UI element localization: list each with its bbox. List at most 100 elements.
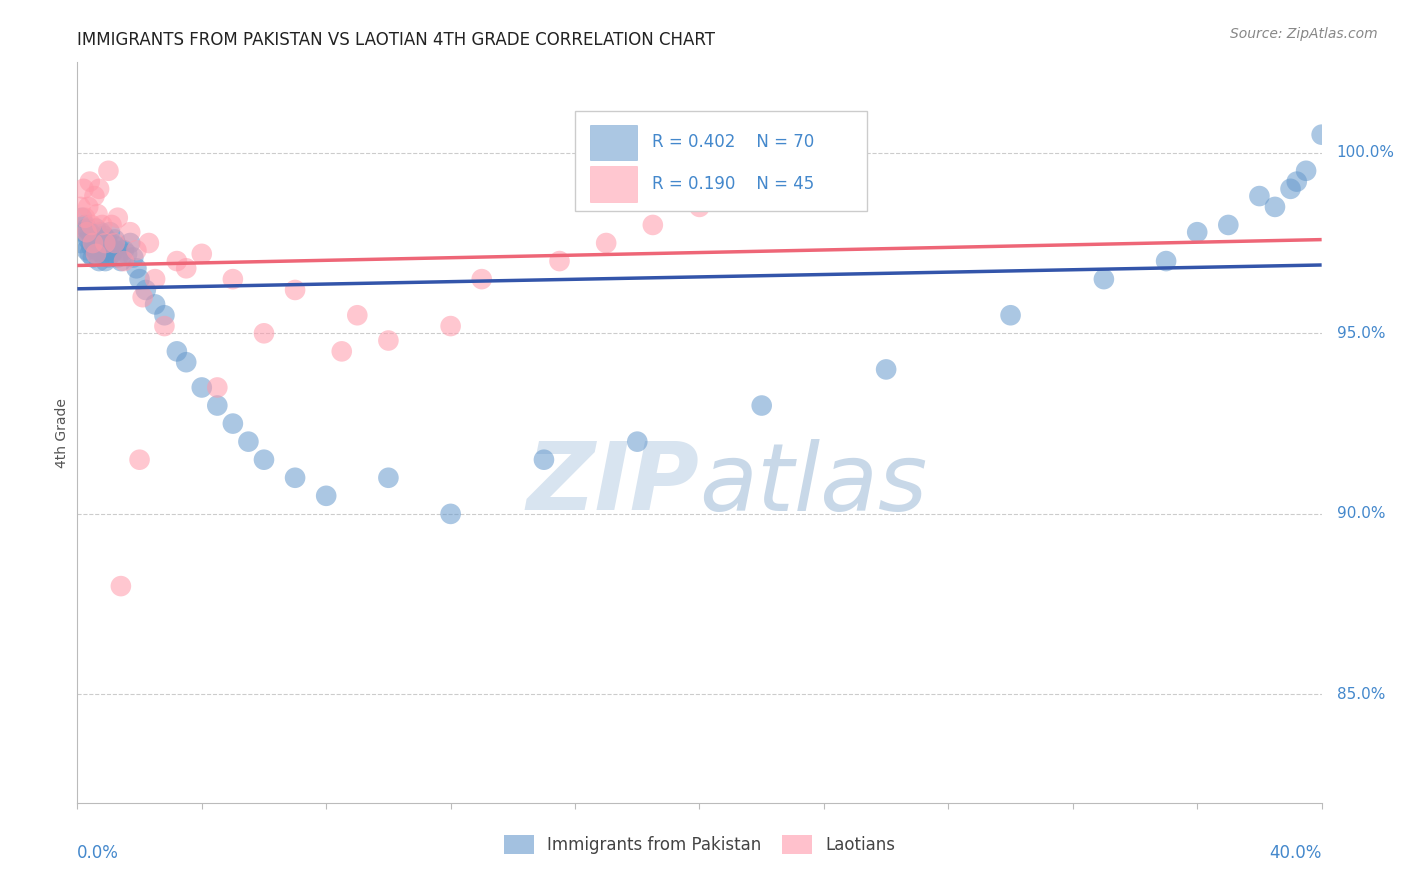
Point [100, 218, 122, 232]
Point [115, 247, 138, 261]
Point [125, 261, 148, 276]
Point [97, 239, 120, 253]
Point [207, 380, 229, 394]
Point [1249, 189, 1271, 203]
Point [80, 218, 103, 232]
Point [87, 254, 110, 268]
Point [346, 308, 368, 322]
Legend: Immigrants from Pakistan, Laotians: Immigrants from Pakistan, Laotians [498, 829, 901, 861]
Point [87, 239, 110, 253]
FancyBboxPatch shape [575, 111, 868, 211]
Point [1154, 254, 1177, 268]
Point [191, 247, 214, 261]
Point [82, 228, 104, 243]
Point [153, 319, 176, 334]
Point [110, 254, 132, 268]
Text: 85.0%: 85.0% [1337, 687, 1385, 702]
Point [82, 251, 104, 265]
Point [135, 283, 157, 297]
Point [110, 579, 132, 593]
Point [120, 225, 142, 239]
Point [93, 228, 115, 243]
Text: 100.0%: 100.0% [1337, 145, 1395, 161]
Point [79, 225, 101, 239]
Point [75, 218, 97, 232]
Point [222, 417, 245, 431]
Point [100, 235, 122, 250]
Point [96, 232, 118, 246]
Point [284, 283, 307, 297]
Point [86, 207, 108, 221]
Point [143, 297, 166, 311]
Point [191, 380, 214, 394]
Point [1185, 225, 1208, 239]
Point [128, 452, 150, 467]
Point [844, 163, 866, 178]
Point [76, 221, 98, 235]
Point [87, 182, 110, 196]
Point [104, 232, 127, 246]
Point [533, 452, 555, 467]
Point [377, 334, 399, 348]
Point [439, 319, 461, 334]
Point [875, 362, 897, 376]
Point [91, 218, 114, 232]
Point [1000, 308, 1022, 322]
Point [641, 218, 664, 232]
Point [91, 235, 114, 250]
Point [107, 251, 129, 265]
Point [766, 182, 789, 196]
Point [100, 247, 122, 261]
Point [377, 471, 399, 485]
Point [1279, 182, 1302, 196]
Point [94, 244, 117, 258]
Point [69, 200, 91, 214]
Point [207, 399, 229, 413]
Point [112, 254, 135, 268]
Text: IMMIGRANTS FROM PAKISTAN VS LAOTIAN 4TH GRADE CORRELATION CHART: IMMIGRANTS FROM PAKISTAN VS LAOTIAN 4TH … [77, 31, 716, 49]
Point [72, 182, 94, 196]
Point [76, 244, 98, 258]
Text: Source: ZipAtlas.com: Source: ZipAtlas.com [1230, 27, 1378, 41]
Point [751, 399, 773, 413]
Point [330, 344, 353, 359]
Point [76, 225, 98, 239]
Point [75, 211, 97, 225]
Text: 0.0%: 0.0% [77, 844, 120, 862]
Point [83, 189, 105, 203]
Point [84, 244, 107, 258]
Point [79, 247, 101, 261]
Point [595, 235, 617, 250]
Point [174, 261, 197, 276]
Point [131, 290, 153, 304]
Point [91, 247, 114, 261]
Point [128, 272, 150, 286]
Point [1285, 175, 1308, 189]
Point [315, 489, 337, 503]
Point [94, 235, 117, 250]
Point [166, 344, 188, 359]
Text: 90.0%: 90.0% [1337, 507, 1385, 522]
Text: ZIP: ZIP [527, 439, 700, 531]
Point [98, 225, 121, 239]
Text: R = 0.402    N = 70: R = 0.402 N = 70 [652, 134, 814, 152]
Point [626, 434, 648, 449]
Point [86, 232, 108, 246]
Point [1218, 218, 1240, 232]
Text: 40.0%: 40.0% [1270, 844, 1322, 862]
Point [120, 235, 142, 250]
Point [1092, 272, 1115, 286]
FancyBboxPatch shape [591, 166, 637, 202]
Point [471, 272, 494, 286]
Point [82, 235, 104, 250]
Point [104, 244, 127, 258]
FancyBboxPatch shape [591, 125, 637, 161]
Point [107, 211, 129, 225]
Point [77, 200, 100, 214]
Point [253, 326, 276, 341]
Point [90, 225, 112, 239]
Point [72, 225, 94, 239]
Point [104, 235, 127, 250]
Point [94, 254, 117, 268]
Point [153, 308, 176, 322]
